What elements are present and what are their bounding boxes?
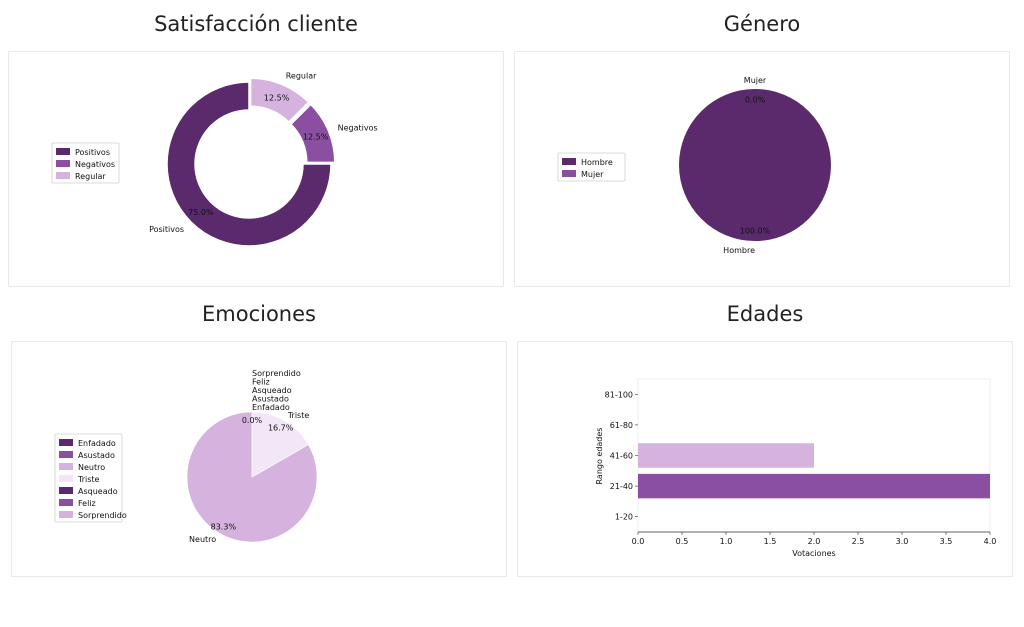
ages-ytick-label-41-60: 41-60 (610, 452, 633, 461)
emo-legend-label-sorprendido: Sorprendido (78, 511, 127, 520)
sat-value-label-negativos: 12.5% (303, 132, 329, 141)
emotions-chart: 0.0%83.3%Neutro16.7%TristeSorprendidoFel… (54, 369, 318, 544)
ages-ytick-label-61-80: 61-80 (610, 421, 633, 430)
ages-ytick-label-81-100: 81-100 (605, 390, 633, 399)
sat-legend-label-regular: Regular (75, 172, 106, 181)
emo-category-label-enfadado: Enfadado (252, 403, 290, 412)
gender-panel: 100.0% Hombre 0.0% Mujer Hombre Mujer (514, 51, 1010, 287)
emo-legend-swatch-neutro (59, 463, 73, 470)
emo-legend-label-triste: Triste (77, 475, 100, 484)
emo-category-label-neutro: Neutro (189, 535, 216, 544)
ages-xtick-label: 4.0 (984, 537, 997, 546)
emo-legend-swatch-asustado (59, 451, 73, 458)
ages-ytick-label-21-40: 21-40 (610, 482, 633, 491)
sat-legend-swatch-negativos (56, 160, 70, 167)
emo-legend-label-neutro: Neutro (78, 463, 105, 472)
emo-legend-swatch-sorprendido (59, 511, 73, 518)
gender-title: Género (723, 12, 801, 36)
ages-ylabel: Rango edades (595, 428, 604, 485)
sat-value-label-positivos: 75.0% (188, 208, 214, 217)
sat-value-label-regular: 12.5% (264, 93, 290, 102)
emo-legend-swatch-triste (59, 475, 73, 482)
emo-slice-neutro (186, 411, 318, 543)
sat-category-label-regular: Regular (286, 71, 317, 80)
emo-legend-swatch-asqueado (59, 487, 73, 494)
ages-bar-41-60 (638, 443, 814, 468)
emo-category-label-asustado: Asustado (252, 395, 289, 404)
ages-xtick-label: 2.0 (808, 537, 821, 546)
sat-slice-regular (249, 77, 310, 124)
sat-category-label-positivos: Positivos (149, 225, 184, 234)
emo-slice-triste (251, 411, 309, 478)
emo-value-label-neutro: 83.3% (211, 523, 237, 532)
gen-legend-label-hombre: Hombre (581, 158, 613, 167)
ages-xtick-label: 1.5 (764, 537, 777, 546)
satisfaction-title: Satisfacción cliente (154, 12, 358, 36)
gender-chart: 100.0% Hombre 0.0% Mujer Hombre Mujer (557, 76, 831, 255)
sat-legend-swatch-positivos (56, 148, 70, 155)
ages-panel: 1-20 21-40 41-60 61-80 81-100 0.0 0.5 1.0 1.5 2.0… (517, 341, 1013, 577)
emo-legend-swatch-feliz (59, 499, 73, 506)
gen-legend-swatch-hombre (562, 158, 576, 165)
gen-value-label-hombre: 100.0% (740, 226, 771, 235)
ages-xtick-label: 1.0 (720, 537, 733, 546)
ages-chart: 1-20 21-40 41-60 61-80 81-100 0.0 0.5 1.0 1.5 2.0… (595, 378, 997, 558)
sat-legend-swatch-regular (56, 172, 70, 179)
emo-legend-label-asqueado: Asqueado (78, 487, 118, 496)
emo-legend-label-enfadado: Enfadado (78, 439, 116, 448)
ages-title: Edades (726, 302, 804, 326)
emotions-panel: 0.0% 83.3% Neutro 16.7% Triste Sorprendido Fel… (11, 341, 507, 577)
gen-value-label-mujer: 0.0% (745, 96, 766, 105)
emo-value-label-triste: 16.7% (268, 423, 294, 432)
gen-category-label-mujer: Mujer (744, 76, 767, 85)
emo-category-label-sorprendido: Sorprendido (252, 369, 301, 378)
gen-legend-label-mujer: Mujer (581, 170, 604, 179)
ages-xtick-label: 0.0 (632, 537, 645, 546)
emo-legend-swatch-enfadado (59, 439, 73, 446)
ages-xtick-label: 2.5 (852, 537, 865, 546)
emo-category-label-triste: Triste (287, 411, 310, 420)
gen-legend-swatch-mujer (562, 170, 576, 177)
ages-xtick-label: 0.5 (676, 537, 689, 546)
ages-ytick-label-1-20: 1-20 (615, 513, 633, 522)
emo-category-label-asqueado: Asqueado (252, 386, 292, 395)
gen-category-label-hombre: Hombre (723, 246, 755, 255)
satisfaction-chart: 75.0% Positivos 12.5% Negativos 12.5% Regular… (51, 71, 378, 247)
ages-xtick-label: 3.5 (940, 537, 953, 546)
emo-legend-label-asustado: Asustado (78, 451, 115, 460)
gen-slice-hombre (679, 88, 831, 242)
ages-bar-21-40 (638, 473, 990, 499)
sat-category-label-negativos: Negativos (338, 123, 378, 132)
ages-xtick-label: 3.0 (896, 537, 909, 546)
sat-slice-negativos (289, 103, 336, 164)
sat-legend-label-negativos: Negativos (75, 160, 115, 169)
emo-legend-label-feliz: Feliz (78, 499, 96, 508)
sat-legend-label-positivos: Positivos (75, 148, 110, 157)
satisfaction-panel: 75.0% Positivos 12.5% Negativos 12.5% Regular… (8, 51, 504, 287)
emo-category-label-feliz: Feliz (252, 378, 270, 387)
emo-value-label-enfadado: 0.0% (242, 416, 263, 425)
ages-xlabel: Votaciones (792, 549, 835, 558)
emotions-title: Emociones (202, 302, 316, 326)
sat-slice-positivos (166, 81, 332, 247)
